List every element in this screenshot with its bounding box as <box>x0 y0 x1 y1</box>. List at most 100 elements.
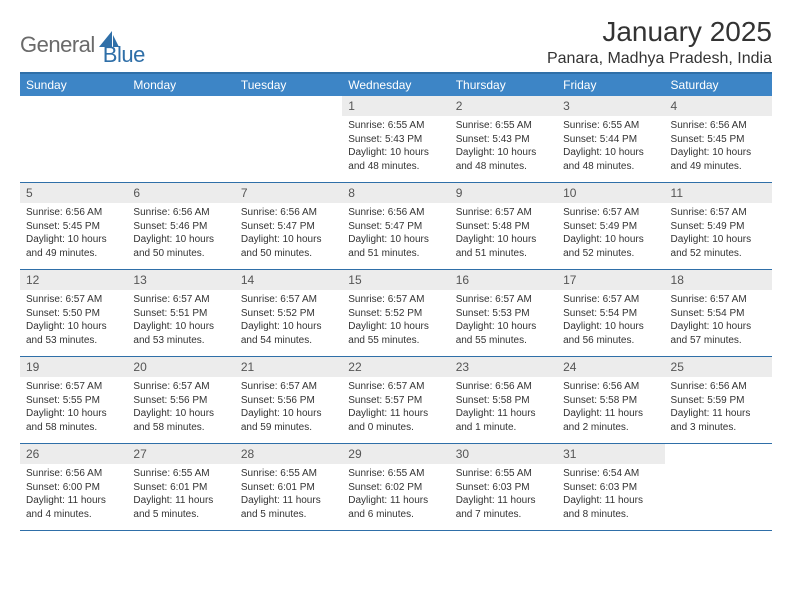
daylight-line: Daylight: 10 hours and 53 minutes. <box>133 320 228 347</box>
daylight-line: Daylight: 11 hours and 0 minutes. <box>348 407 443 434</box>
day-cell: 2Sunrise: 6:55 AMSunset: 5:43 PMDaylight… <box>450 96 557 182</box>
day-cell: 19Sunrise: 6:57 AMSunset: 5:55 PMDayligh… <box>20 357 127 443</box>
sunset-line: Sunset: 5:53 PM <box>456 307 551 321</box>
day-number: 5 <box>20 183 127 203</box>
day-number: 19 <box>20 357 127 377</box>
day-number: 22 <box>342 357 449 377</box>
title-block: January 2025 Panara, Madhya Pradesh, Ind… <box>547 16 772 68</box>
day-number: 14 <box>235 270 342 290</box>
sunset-line: Sunset: 5:49 PM <box>671 220 766 234</box>
week-row: 12Sunrise: 6:57 AMSunset: 5:50 PMDayligh… <box>20 270 772 357</box>
day-number: 24 <box>557 357 664 377</box>
day-body: Sunrise: 6:55 AMSunset: 6:02 PMDaylight:… <box>342 464 449 525</box>
day-number: 15 <box>342 270 449 290</box>
day-number: 30 <box>450 444 557 464</box>
sunset-line: Sunset: 5:55 PM <box>26 394 121 408</box>
day-header-cell: Monday <box>127 74 234 96</box>
daylight-line: Daylight: 11 hours and 1 minute. <box>456 407 551 434</box>
sunset-line: Sunset: 5:51 PM <box>133 307 228 321</box>
sunset-line: Sunset: 5:52 PM <box>241 307 336 321</box>
day-number: 29 <box>342 444 449 464</box>
day-header-row: SundayMondayTuesdayWednesdayThursdayFrid… <box>20 74 772 96</box>
sunrise-line: Sunrise: 6:57 AM <box>133 380 228 394</box>
sunset-line: Sunset: 6:00 PM <box>26 481 121 495</box>
daylight-line: Daylight: 10 hours and 58 minutes. <box>133 407 228 434</box>
daylight-line: Daylight: 10 hours and 53 minutes. <box>26 320 121 347</box>
sunset-line: Sunset: 5:44 PM <box>563 133 658 147</box>
sunset-line: Sunset: 5:50 PM <box>26 307 121 321</box>
week-row: 5Sunrise: 6:56 AMSunset: 5:45 PMDaylight… <box>20 183 772 270</box>
day-number: 4 <box>665 96 772 116</box>
daylight-line: Daylight: 10 hours and 55 minutes. <box>348 320 443 347</box>
day-cell: 16Sunrise: 6:57 AMSunset: 5:53 PMDayligh… <box>450 270 557 356</box>
day-body: Sunrise: 6:57 AMSunset: 5:51 PMDaylight:… <box>127 290 234 351</box>
day-cell: 8Sunrise: 6:56 AMSunset: 5:47 PMDaylight… <box>342 183 449 269</box>
daylight-line: Daylight: 11 hours and 7 minutes. <box>456 494 551 521</box>
day-cell: 6Sunrise: 6:56 AMSunset: 5:46 PMDaylight… <box>127 183 234 269</box>
day-number: 3 <box>557 96 664 116</box>
day-number: 7 <box>235 183 342 203</box>
sunrise-line: Sunrise: 6:55 AM <box>563 119 658 133</box>
day-number: 9 <box>450 183 557 203</box>
sunset-line: Sunset: 5:56 PM <box>133 394 228 408</box>
day-cell: 28Sunrise: 6:55 AMSunset: 6:01 PMDayligh… <box>235 444 342 530</box>
sunrise-line: Sunrise: 6:55 AM <box>456 119 551 133</box>
day-number: 23 <box>450 357 557 377</box>
daylight-line: Daylight: 11 hours and 5 minutes. <box>133 494 228 521</box>
sunset-line: Sunset: 5:54 PM <box>671 307 766 321</box>
sunrise-line: Sunrise: 6:56 AM <box>241 206 336 220</box>
week-row: 26Sunrise: 6:56 AMSunset: 6:00 PMDayligh… <box>20 444 772 531</box>
logo-text-general: General <box>20 32 95 58</box>
day-cell <box>235 96 342 182</box>
sunrise-line: Sunrise: 6:57 AM <box>671 293 766 307</box>
day-cell: 9Sunrise: 6:57 AMSunset: 5:48 PMDaylight… <box>450 183 557 269</box>
daylight-line: Daylight: 11 hours and 3 minutes. <box>671 407 766 434</box>
sunset-line: Sunset: 5:54 PM <box>563 307 658 321</box>
logo-text-blue: Blue <box>103 42 145 68</box>
day-cell: 7Sunrise: 6:56 AMSunset: 5:47 PMDaylight… <box>235 183 342 269</box>
sunrise-line: Sunrise: 6:56 AM <box>26 467 121 481</box>
day-number: 6 <box>127 183 234 203</box>
day-number: 31 <box>557 444 664 464</box>
day-number: 10 <box>557 183 664 203</box>
daylight-line: Daylight: 10 hours and 52 minutes. <box>671 233 766 260</box>
day-body: Sunrise: 6:57 AMSunset: 5:49 PMDaylight:… <box>557 203 664 264</box>
day-cell <box>665 444 772 530</box>
day-header-cell: Saturday <box>665 74 772 96</box>
week-row: 19 Sunrise: 6:57 AM Sunset: 5:55 PM Dayligh… <box>20 357 772 444</box>
daylight-line: Daylight: 11 hours and 4 minutes. <box>26 494 121 521</box>
day-body: Sunrise: 6:57 AMSunset: 5:48 PMDaylight:… <box>450 203 557 264</box>
day-cell: 27Sunrise: 6:55 AMSunset: 6:01 PMDayligh… <box>127 444 234 530</box>
sunrise-line: Sunrise: 6:57 AM <box>348 380 443 394</box>
day-cell <box>20 96 127 182</box>
daylight-line: Daylight: 10 hours and 51 minutes. <box>456 233 551 260</box>
sunset-line: Sunset: 5:45 PM <box>26 220 121 234</box>
day-number: 27 <box>127 444 234 464</box>
day-number: 1 <box>342 96 449 116</box>
daylight-line: Daylight: 10 hours and 50 minutes. <box>241 233 336 260</box>
day-body: Sunrise: 6:57 AMSunset: 5:57 PMDaylight:… <box>342 377 449 438</box>
sunrise-line: Sunrise: 6:56 AM <box>671 119 766 133</box>
daylight-line: Daylight: 10 hours and 52 minutes. <box>563 233 658 260</box>
day-body: Sunrise: 6:57 AMSunset: 5:50 PMDaylight:… <box>20 290 127 351</box>
month-title: January 2025 <box>547 16 772 48</box>
day-number: 2 <box>450 96 557 116</box>
sunrise-line: Sunrise: 6:54 AM <box>563 467 658 481</box>
day-number: 11 <box>665 183 772 203</box>
daylight-line: Daylight: 10 hours and 55 minutes. <box>456 320 551 347</box>
daylight-line: Daylight: 10 hours and 49 minutes. <box>26 233 121 260</box>
day-body: Sunrise: 6:56 AMSunset: 5:47 PMDaylight:… <box>342 203 449 264</box>
day-body: Sunrise: 6:57 AMSunset: 5:49 PMDaylight:… <box>665 203 772 264</box>
day-body: Sunrise: 6:55 AMSunset: 5:43 PMDaylight:… <box>450 116 557 177</box>
day-header-cell: Friday <box>557 74 664 96</box>
sunrise-line: Sunrise: 6:55 AM <box>348 467 443 481</box>
sunrise-line: Sunrise: 6:55 AM <box>241 467 336 481</box>
day-number: 20 <box>127 357 234 377</box>
day-cell: 10Sunrise: 6:57 AMSunset: 5:49 PMDayligh… <box>557 183 664 269</box>
sunset-line: Sunset: 5:45 PM <box>671 133 766 147</box>
day-cell: 29Sunrise: 6:55 AMSunset: 6:02 PMDayligh… <box>342 444 449 530</box>
sunset-line: Sunset: 6:01 PM <box>241 481 336 495</box>
daylight-line: Daylight: 11 hours and 2 minutes. <box>563 407 658 434</box>
sunset-line: Sunset: 5:43 PM <box>348 133 443 147</box>
day-body: Sunrise: 6:57 AMSunset: 5:52 PMDaylight:… <box>342 290 449 351</box>
